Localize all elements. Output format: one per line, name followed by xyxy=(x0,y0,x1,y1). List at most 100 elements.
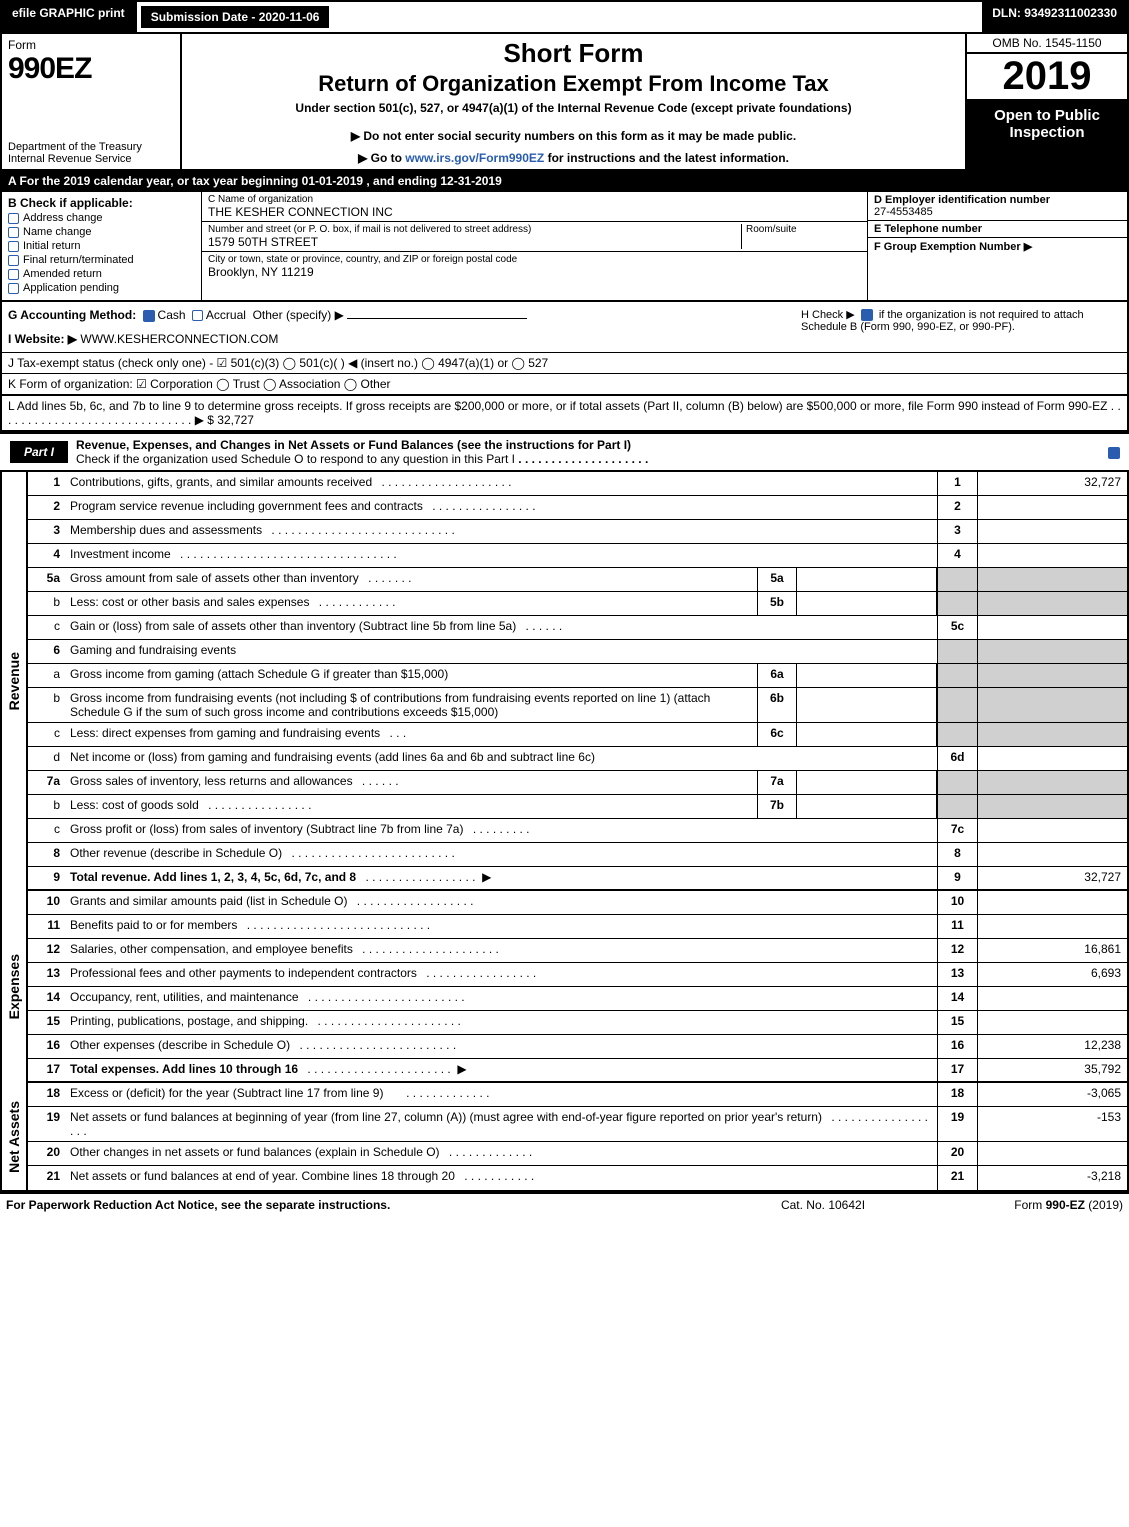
box-d-label: D Employer identification number xyxy=(874,194,1121,206)
net-assets-section: Net Assets 18 Excess or (deficit) for the… xyxy=(0,1083,1129,1192)
org-street: 1579 50TH STREET xyxy=(208,235,741,249)
line-8-val xyxy=(977,843,1127,866)
line-4-desc: Investment income xyxy=(70,547,177,561)
line-20-box: 20 xyxy=(937,1142,977,1165)
other-specify: Other (specify) ▶ xyxy=(253,308,344,322)
footer-form-ref: Form 990-EZ (2019) xyxy=(923,1198,1123,1212)
line-21-box: 21 xyxy=(937,1166,977,1190)
line-14-val xyxy=(977,987,1127,1010)
line-7a-desc: Gross sales of inventory, less returns a… xyxy=(70,774,359,788)
line-17-desc: Total expenses. Add lines 10 through 16 xyxy=(70,1062,304,1076)
line-4-val xyxy=(977,544,1127,567)
cb-application-pending[interactable]: Application pending xyxy=(8,282,195,294)
line-18-val: -3,065 xyxy=(977,1083,1127,1106)
cb-name-change[interactable]: Name change xyxy=(8,226,195,238)
line-12-box: 12 xyxy=(937,939,977,962)
line-19-desc: Net assets or fund balances at beginning… xyxy=(70,1110,828,1124)
line-6d-val xyxy=(977,747,1127,770)
line-8-desc: Other revenue (describe in Schedule O) xyxy=(70,846,288,860)
box-b-title: B Check if applicable: xyxy=(8,196,195,210)
form-header: Form 990EZ Department of the Treasury In… xyxy=(0,34,1129,171)
irs-link[interactable]: www.irs.gov/Form990EZ xyxy=(405,151,544,165)
cb-amended-return[interactable]: Amended return xyxy=(8,268,195,280)
revenue-section: Revenue 1Contributions, gifts, grants, a… xyxy=(0,472,1129,891)
line-1-val: 32,727 xyxy=(977,472,1127,495)
line-1-desc: Contributions, gifts, grants, and simila… xyxy=(70,475,378,489)
dln: DLN: 93492311002330 xyxy=(982,2,1127,32)
box-e-label: E Telephone number xyxy=(874,223,1121,235)
line-15-val xyxy=(977,1011,1127,1034)
row-l-gross-receipts: L Add lines 5b, 6c, and 7b to line 9 to … xyxy=(0,396,1129,432)
line-14-box: 14 xyxy=(937,987,977,1010)
cb-initial-return[interactable]: Initial return xyxy=(8,240,195,252)
line-13-desc: Professional fees and other payments to … xyxy=(70,966,423,980)
line-17-val: 35,792 xyxy=(977,1059,1127,1081)
cb-accrual[interactable] xyxy=(192,310,203,321)
efile-print[interactable]: efile GRAPHIC print xyxy=(2,2,137,32)
line-18-box: 18 xyxy=(937,1083,977,1106)
line-7b-mid: 7b xyxy=(757,795,797,818)
row-g-h: G Accounting Method: Cash Accrual Other … xyxy=(0,302,1129,353)
net-assets-vlabel: Net Assets xyxy=(4,1097,24,1177)
line-3-val xyxy=(977,520,1127,543)
box-c-street-label: Number and street (or P. O. box, if mail… xyxy=(208,224,741,235)
org-name: THE KESHER CONNECTION INC xyxy=(208,205,861,219)
line-2-val xyxy=(977,496,1127,519)
line-21-val: -3,218 xyxy=(977,1166,1127,1190)
top-bar: efile GRAPHIC print Submission Date - 20… xyxy=(0,0,1129,34)
cb-h-checked[interactable] xyxy=(861,309,873,321)
do-not-enter: ▶ Do not enter social security numbers o… xyxy=(190,129,957,143)
line-18-desc: Excess or (deficit) for the year (Subtra… xyxy=(70,1086,389,1100)
line-5c-val xyxy=(977,616,1127,639)
line-9-box: 9 xyxy=(937,867,977,889)
row-k-form-org: K Form of organization: ☑ Corporation ◯ … xyxy=(0,374,1129,396)
line-5c-desc: Gain or (loss) from sale of assets other… xyxy=(70,619,522,633)
line-3-desc: Membership dues and assessments xyxy=(70,523,268,537)
line-20-desc: Other changes in net assets or fund bala… xyxy=(70,1145,446,1159)
line-15-desc: Printing, publications, postage, and shi… xyxy=(70,1014,314,1028)
line-5a-mid: 5a xyxy=(757,568,797,591)
irs: Internal Revenue Service xyxy=(8,153,174,165)
line-2-box: 2 xyxy=(937,496,977,519)
line-6c-mid: 6c xyxy=(757,723,797,746)
line-7c-desc: Gross profit or (loss) from sales of inv… xyxy=(70,822,469,836)
line-6d-box: 6d xyxy=(937,747,977,770)
line-10-desc: Grants and similar amounts paid (list in… xyxy=(70,894,353,908)
go-to-link: ▶ Go to www.irs.gov/Form990EZ for instru… xyxy=(190,151,957,165)
revenue-vlabel: Revenue xyxy=(4,648,24,714)
line-10-val xyxy=(977,891,1127,914)
line-9-val: 32,727 xyxy=(977,867,1127,889)
line-4-box: 4 xyxy=(937,544,977,567)
cb-address-change[interactable]: Address change xyxy=(8,212,195,224)
website-link[interactable]: WWW.KESHERCONNECTION.COM xyxy=(80,332,278,346)
cb-schedule-o-checked[interactable] xyxy=(1108,447,1120,459)
form-word: Form xyxy=(8,38,174,52)
part-i-header: Part I Revenue, Expenses, and Changes in… xyxy=(0,432,1129,472)
line-19-val: -153 xyxy=(977,1107,1127,1141)
room-suite-label: Room/suite xyxy=(741,224,861,249)
line-6b-desc: Gross income from fundraising events (no… xyxy=(70,691,710,719)
open-to-public: Open to Public Inspection xyxy=(967,101,1127,169)
submission-date: Submission Date - 2020-11-06 xyxy=(139,4,332,30)
footer-paperwork: For Paperwork Reduction Act Notice, see … xyxy=(6,1198,723,1212)
ein-value: 27-4553485 xyxy=(874,206,1121,218)
line-6d-desc: Net income or (loss) from gaming and fun… xyxy=(70,750,601,764)
accrual-label: Accrual xyxy=(206,308,246,322)
cb-final-return[interactable]: Final return/terminated xyxy=(8,254,195,266)
expenses-section: Expenses 10Grants and similar amounts pa… xyxy=(0,891,1129,1083)
org-city: Brooklyn, NY 11219 xyxy=(208,265,861,279)
footer-cat-no: Cat. No. 10642I xyxy=(723,1198,923,1212)
cash-label: Cash xyxy=(158,308,186,322)
line-11-val xyxy=(977,915,1127,938)
tax-year: 2019 xyxy=(967,54,1127,101)
line-17-box: 17 xyxy=(937,1059,977,1081)
row-h-text1: H Check ▶ xyxy=(801,309,855,321)
part-i-title: Revenue, Expenses, and Changes in Net As… xyxy=(76,438,631,452)
cb-cash-checked[interactable] xyxy=(143,310,155,322)
line-11-desc: Benefits paid to or for members xyxy=(70,918,243,932)
line-13-box: 13 xyxy=(937,963,977,986)
line-7a-mid: 7a xyxy=(757,771,797,794)
line-5b-mid: 5b xyxy=(757,592,797,615)
box-f-label: F Group Exemption Number ▶ xyxy=(874,240,1121,253)
line-5b-desc: Less: cost or other basis and sales expe… xyxy=(70,595,315,609)
